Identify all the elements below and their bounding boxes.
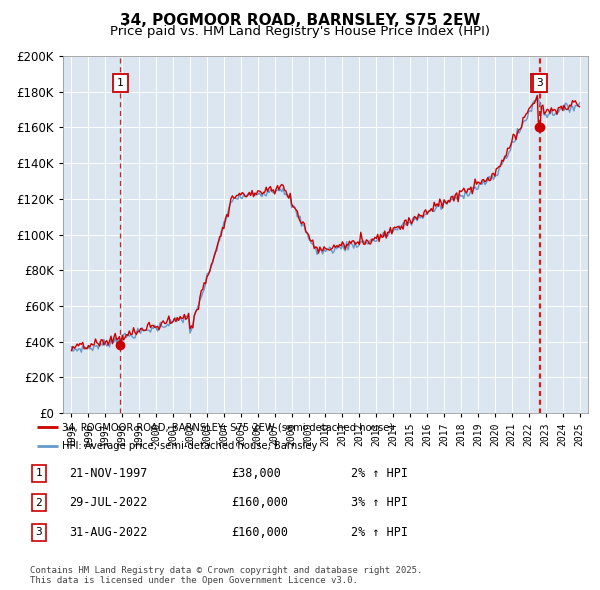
Text: 3% ↑ HPI: 3% ↑ HPI — [351, 496, 408, 509]
Text: 1: 1 — [35, 468, 43, 478]
Text: 34, POGMOOR ROAD, BARNSLEY, S75 2EW: 34, POGMOOR ROAD, BARNSLEY, S75 2EW — [120, 13, 480, 28]
Text: 3: 3 — [536, 78, 543, 88]
Text: 34, POGMOOR ROAD, BARNSLEY, S75 2EW (semi-detached house): 34, POGMOOR ROAD, BARNSLEY, S75 2EW (sem… — [62, 422, 393, 432]
Text: 2% ↑ HPI: 2% ↑ HPI — [351, 467, 408, 480]
Text: £160,000: £160,000 — [231, 526, 288, 539]
Text: £38,000: £38,000 — [231, 467, 281, 480]
Text: 31-AUG-2022: 31-AUG-2022 — [69, 526, 148, 539]
Text: 3: 3 — [35, 527, 43, 537]
Text: £160,000: £160,000 — [231, 496, 288, 509]
Text: 2% ↑ HPI: 2% ↑ HPI — [351, 526, 408, 539]
Text: 2: 2 — [535, 78, 542, 88]
Text: 29-JUL-2022: 29-JUL-2022 — [69, 496, 148, 509]
Text: 21-NOV-1997: 21-NOV-1997 — [69, 467, 148, 480]
Text: HPI: Average price, semi-detached house, Barnsley: HPI: Average price, semi-detached house,… — [62, 441, 317, 451]
Text: 2: 2 — [35, 498, 43, 507]
Text: 1: 1 — [117, 78, 124, 88]
Text: Price paid vs. HM Land Registry's House Price Index (HPI): Price paid vs. HM Land Registry's House … — [110, 25, 490, 38]
Text: Contains HM Land Registry data © Crown copyright and database right 2025.
This d: Contains HM Land Registry data © Crown c… — [30, 566, 422, 585]
